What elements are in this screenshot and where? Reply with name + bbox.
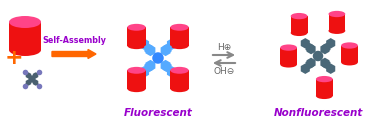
Polygon shape [322,43,330,52]
Polygon shape [167,66,177,78]
Ellipse shape [280,44,297,51]
FancyArrow shape [52,49,96,58]
Polygon shape [316,79,333,96]
Polygon shape [291,16,307,33]
Polygon shape [146,45,155,56]
Ellipse shape [328,28,345,34]
Polygon shape [301,63,310,74]
Ellipse shape [127,85,146,92]
Polygon shape [305,60,314,69]
Polygon shape [170,27,189,46]
Polygon shape [26,79,31,86]
Polygon shape [28,75,36,83]
Ellipse shape [291,13,307,19]
Polygon shape [144,44,153,54]
Polygon shape [307,58,316,68]
Text: Self-Assembly: Self-Assembly [42,36,106,45]
Ellipse shape [313,51,323,61]
Polygon shape [163,44,172,54]
Polygon shape [33,79,38,86]
Ellipse shape [9,16,41,28]
Ellipse shape [9,44,41,56]
Ellipse shape [170,24,189,31]
Polygon shape [139,66,149,78]
Polygon shape [163,62,172,72]
Polygon shape [167,38,177,50]
Polygon shape [341,45,358,62]
Polygon shape [326,38,335,49]
Ellipse shape [170,42,189,49]
Polygon shape [26,72,31,79]
Polygon shape [305,43,314,52]
Text: Nonfluorescent: Nonfluorescent [273,108,363,118]
Polygon shape [161,60,170,71]
Polygon shape [328,14,345,31]
Text: +: + [5,48,23,68]
Ellipse shape [127,67,146,74]
Ellipse shape [316,93,333,99]
Ellipse shape [170,85,189,92]
Ellipse shape [291,30,307,36]
Polygon shape [127,70,146,89]
Polygon shape [326,63,335,74]
Polygon shape [322,60,330,69]
Polygon shape [9,22,41,50]
Polygon shape [146,60,155,71]
Polygon shape [170,70,189,89]
Text: Fluorescent: Fluorescent [124,108,192,118]
Polygon shape [321,44,330,54]
Ellipse shape [152,52,164,64]
Polygon shape [321,58,330,68]
Polygon shape [139,38,149,50]
Polygon shape [144,62,153,72]
Ellipse shape [341,42,358,49]
Polygon shape [127,27,146,46]
Text: H⊕: H⊕ [217,42,231,52]
Ellipse shape [316,76,333,82]
Ellipse shape [127,42,146,49]
Ellipse shape [127,24,146,31]
Polygon shape [161,45,170,56]
Ellipse shape [280,61,297,68]
Polygon shape [307,44,316,54]
Text: OH⊖: OH⊖ [213,67,235,76]
Polygon shape [33,72,38,79]
Ellipse shape [341,59,358,65]
Polygon shape [280,48,297,64]
Ellipse shape [328,11,345,17]
Polygon shape [301,38,310,49]
Ellipse shape [170,67,189,74]
